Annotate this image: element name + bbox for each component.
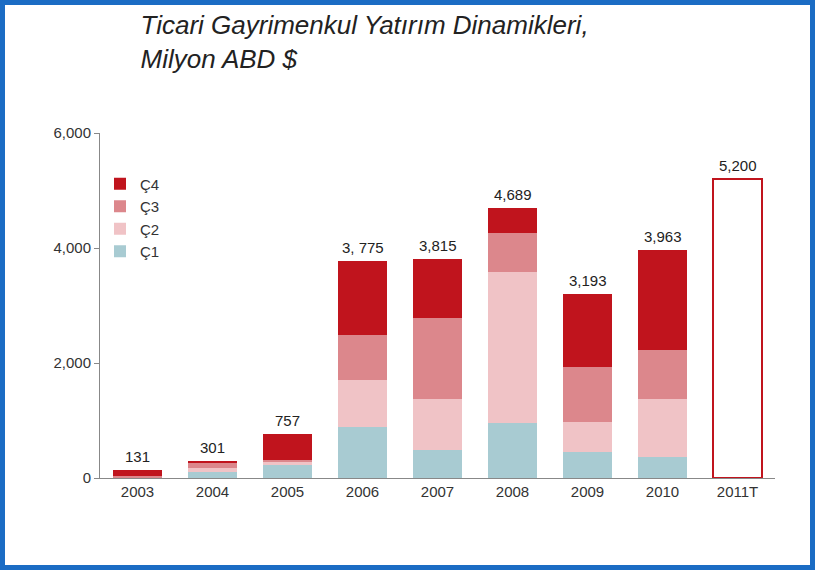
- svg-text:2008: 2008: [496, 483, 529, 500]
- svg-text:3,193: 3,193: [569, 272, 607, 289]
- svg-text:2010: 2010: [646, 483, 679, 500]
- svg-text:Ç4: Ç4: [140, 176, 159, 193]
- svg-text:Ç2: Ç2: [140, 221, 159, 238]
- svg-text:3,963: 3,963: [644, 228, 682, 245]
- svg-text:301: 301: [200, 439, 225, 456]
- svg-text:Ç3: Ç3: [140, 198, 159, 215]
- svg-text:0: 0: [83, 469, 91, 486]
- svg-text:2006: 2006: [346, 483, 379, 500]
- svg-text:2011T: 2011T: [717, 483, 758, 500]
- svg-text:5,200: 5,200: [719, 157, 757, 174]
- svg-text:131: 131: [125, 448, 150, 465]
- svg-text:2007: 2007: [421, 483, 454, 500]
- svg-text:2003: 2003: [121, 483, 154, 500]
- svg-text:Ç1: Ç1: [140, 243, 159, 260]
- svg-text:4,000: 4,000: [53, 239, 91, 256]
- svg-text:2009: 2009: [571, 483, 604, 500]
- svg-text:2005: 2005: [271, 483, 304, 500]
- svg-text:2004: 2004: [196, 483, 229, 500]
- svg-text:Ticari Gayrimenkul Yatırım Din: Ticari Gayrimenkul Yatırım Dinamikleri,M…: [141, 10, 589, 74]
- svg-text:757: 757: [275, 412, 300, 429]
- svg-text:6,000: 6,000: [53, 124, 91, 141]
- svg-text:3, 775: 3, 775: [342, 239, 384, 256]
- svg-text:2,000: 2,000: [53, 354, 91, 371]
- svg-text:4,689: 4,689: [494, 186, 532, 203]
- svg-text:3,815: 3,815: [419, 237, 457, 254]
